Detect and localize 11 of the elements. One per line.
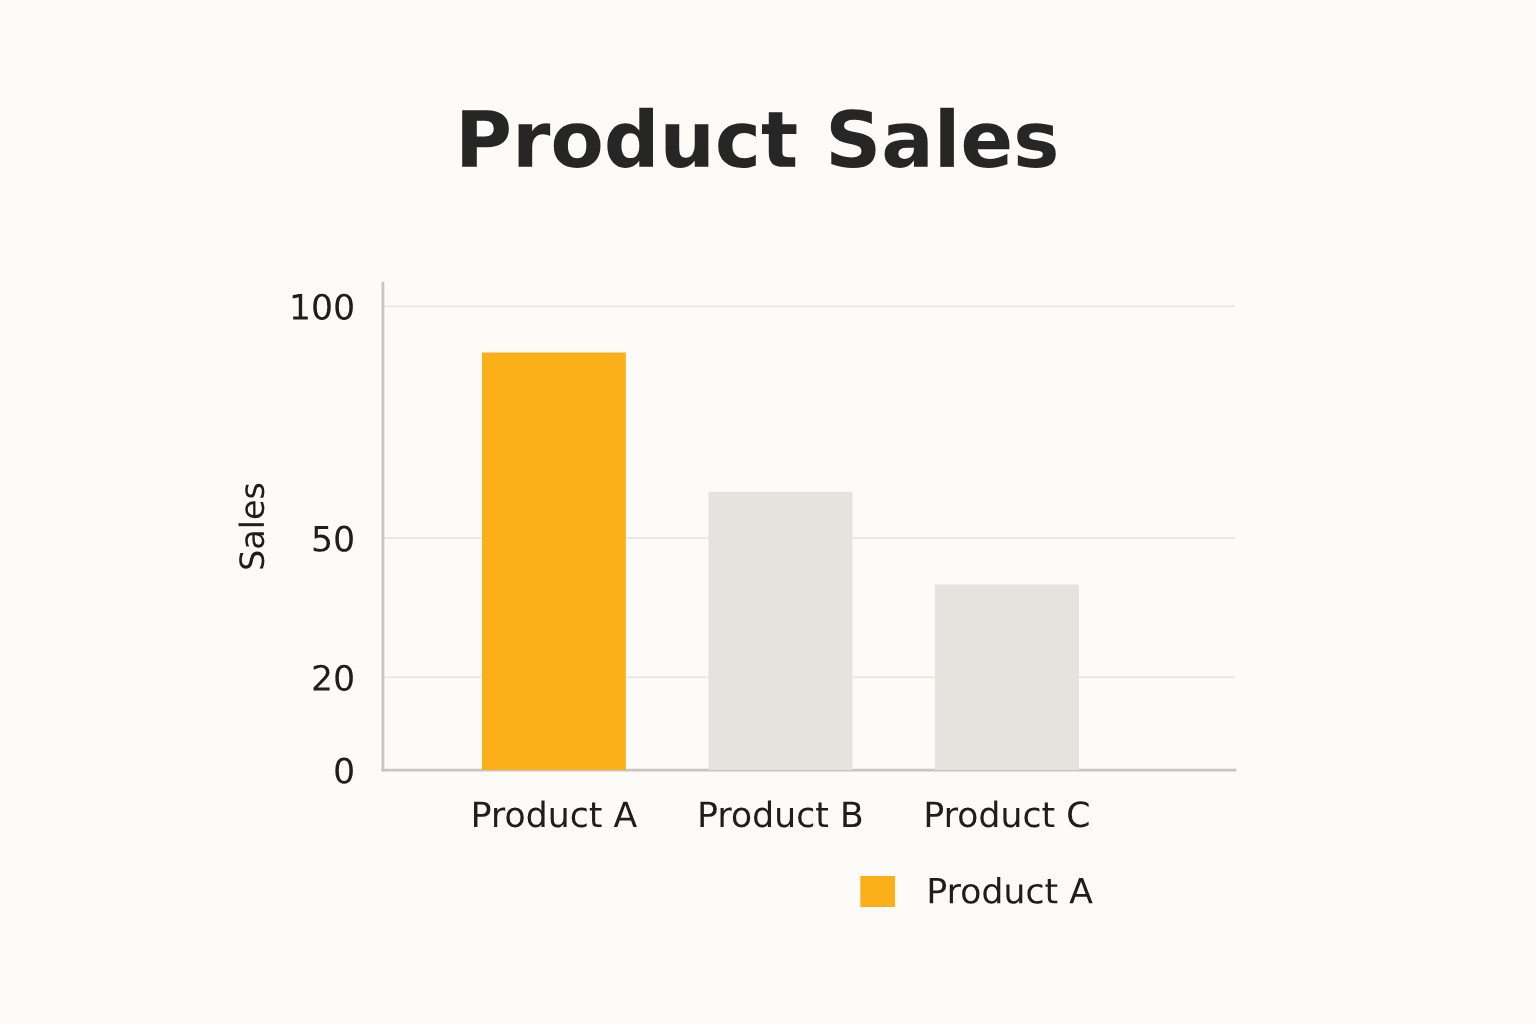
x-tick-label: Product B [700, 800, 862, 828]
x-tick-label: Product A [474, 800, 637, 828]
bar [482, 352, 626, 771]
x-tick-label: Product C [926, 800, 1089, 828]
legend-label: Product A [929, 876, 1093, 904]
y-tick-label: 20 [313, 664, 353, 691]
chart-title: Product Sales [462, 107, 1056, 168]
y-tick-label: 50 [313, 525, 353, 552]
y-tick-label: 0 [335, 757, 353, 784]
y-tick-label: 100 [292, 293, 353, 320]
y-axis-title: Sales [238, 483, 265, 569]
